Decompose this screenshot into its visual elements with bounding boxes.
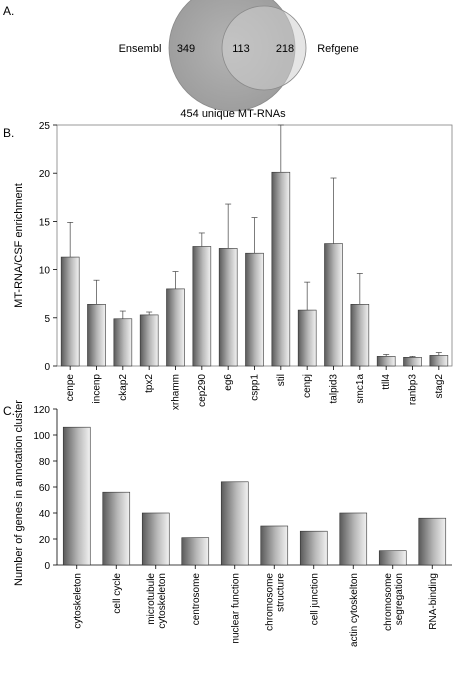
x-tick-label-b: cenpj: [302, 374, 313, 398]
y-tick-label-c: 100: [33, 431, 50, 442]
bar-b: [271, 171, 291, 367]
x-tick-label-b: eg6: [223, 374, 234, 391]
venn-value-refgene-only: 218: [276, 43, 294, 55]
panel-a-label: A.: [3, 4, 15, 18]
x-tick-label-b: talpid3: [329, 374, 340, 404]
bar-b: [324, 243, 343, 367]
bar-b: [350, 304, 370, 367]
y-tick-label-b: 20: [39, 169, 51, 180]
venn-value-ensembl-only: 349: [177, 43, 195, 55]
bar-b: [403, 357, 422, 367]
x-tick-label-c: cell cycle: [112, 573, 123, 614]
x-tick-label-c: microtubulecytoskeleton: [146, 573, 168, 629]
y-tick-label-c: 40: [39, 509, 51, 520]
venn-value-intersection: 113: [232, 43, 250, 55]
x-tick-label-b: xrhamm: [171, 374, 182, 410]
y-tick-label-c: 60: [39, 483, 51, 494]
bar-b: [297, 309, 317, 367]
bar-c: [378, 550, 407, 566]
venn-diagram: Ensembl Refgene 349 113 218 454 unique M…: [119, 0, 359, 120]
bar-c: [62, 426, 91, 566]
bar-b: [60, 256, 80, 367]
x-tick-label-c: chromosomestructure: [264, 573, 286, 631]
venn-circle-refgene: [221, 5, 307, 91]
y-tick-label-b: 15: [39, 217, 51, 228]
x-tick-label-c: centrosome: [191, 573, 202, 626]
bar-b: [139, 314, 159, 367]
bar-c: [418, 517, 447, 566]
x-tick-label-b: stil: [276, 374, 287, 386]
bar-chart-annotation: 0 20 40 60 80 100 120 Number of genes in annota…: [13, 400, 452, 647]
bar-c: [339, 512, 368, 566]
bar-b: [166, 288, 185, 367]
venn-set-label-refgene: Refgene: [317, 43, 359, 55]
x-tick-label-c: RNA-binding: [428, 573, 439, 630]
x-tick-label-b: ranbp3: [408, 374, 419, 406]
x-tick-label-b: tpx2: [144, 374, 155, 393]
y-axis-label-c: Number of genes in annotation cluster: [13, 400, 25, 586]
x-tick-label-b: stag2: [434, 374, 445, 399]
venn-caption: 454 unique MT-RNAs: [180, 108, 286, 120]
bar-b: [192, 246, 212, 367]
bar-b: [113, 318, 133, 367]
x-tick-label-c: actin cytoskelton: [349, 573, 360, 647]
x-tick-label-b: cspp1: [250, 374, 261, 401]
x-tick-label-b: incenp: [92, 374, 103, 404]
bar-c: [102, 491, 131, 566]
x-tick-label-c: cytoskeleton: [72, 573, 83, 629]
bar-b: [218, 248, 238, 367]
bar-chart-enrichment: 0 5 10 15 20 25 MT-RNA/CSF enrichment cenpe ince…: [13, 121, 453, 410]
x-tick-label-b: ckap2: [118, 374, 129, 401]
y-tick-label-b: 0: [44, 362, 50, 373]
y-tick-label-c: 80: [39, 457, 51, 468]
x-tick-label-b: cep290: [197, 374, 208, 407]
y-tick-label-c: 20: [39, 535, 51, 546]
y-tick-label-b: 5: [44, 314, 50, 325]
y-tick-label-b: 25: [39, 121, 51, 132]
x-tick-label-c: chromosomesegregation: [383, 573, 405, 631]
bar-c: [181, 537, 210, 566]
bar-b: [87, 304, 106, 367]
x-tick-label-b: smc1a: [355, 374, 366, 404]
y-tick-label-c: 120: [33, 405, 50, 416]
bar-b: [376, 356, 396, 367]
bar-c: [299, 530, 328, 566]
y-tick-label-c: 0: [44, 561, 50, 572]
x-tick-label-c: nuclear function: [230, 573, 241, 644]
panel-b-label: B.: [3, 126, 15, 140]
bar-b: [429, 355, 449, 367]
x-tick-label-b: ttll4: [381, 374, 392, 390]
bar-b: [245, 252, 264, 367]
x-tick-label-c: cell junction: [309, 573, 320, 625]
panel-c-label: C.: [3, 404, 15, 418]
venn-set-label-ensembl: Ensembl: [119, 43, 162, 55]
y-axis-label-b: MT-RNA/CSF enrichment: [13, 183, 25, 308]
y-tick-label-b: 10: [39, 266, 51, 277]
x-tick-label-b: cenpe: [65, 374, 76, 402]
bar-c: [220, 481, 249, 566]
bar-c: [141, 512, 170, 566]
bar-c: [260, 525, 289, 566]
